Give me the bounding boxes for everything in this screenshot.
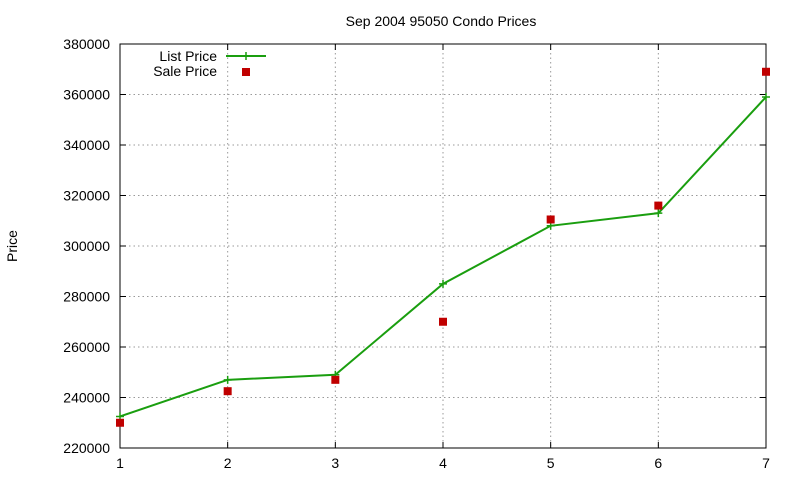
point-sale-price: [223, 387, 232, 396]
x-tick-labels: 1 2 3 4 5 6 7: [116, 455, 770, 471]
x-tick-label: 6: [654, 455, 662, 471]
point-sale-price: [116, 418, 124, 427]
grid: [120, 44, 766, 448]
y-tick-label: 240000: [63, 390, 110, 406]
x-tick-label: 1: [116, 455, 124, 471]
point-list-price: [439, 279, 447, 288]
y-tick-label: 280000: [63, 289, 110, 305]
point-list-price: [762, 93, 770, 102]
legend-marker-sale-price: [242, 68, 250, 76]
chart-title: Sep 2004 95050 Condo Prices: [346, 13, 537, 29]
y-tick-label: 300000: [63, 238, 110, 254]
x-tick-label: 4: [439, 455, 447, 471]
tick-marks: [119, 43, 767, 449]
point-sale-price: [439, 317, 447, 326]
x-tick-label: 7: [762, 455, 770, 471]
legend-marker-list-price: [242, 52, 250, 60]
y-tick-label: 340000: [63, 137, 110, 153]
point-sale-price: [762, 67, 770, 76]
legend: List Price Sale Price: [153, 48, 266, 79]
point-sale-price: [654, 201, 663, 210]
y-tick-labels: 220000 240000 260000 280000 300000 320000 3400…: [63, 36, 110, 456]
legend-label-sale-price: Sale Price: [153, 63, 217, 79]
point-list-price: [654, 209, 663, 218]
y-tick-label: 360000: [63, 87, 110, 103]
y-tick-label: 260000: [63, 339, 110, 355]
data-series: [116, 67, 770, 427]
point-list-price: [223, 375, 232, 384]
x-tick-label: 2: [224, 455, 232, 471]
x-tick-label: 5: [547, 455, 555, 471]
y-tick-label: 220000: [63, 440, 110, 456]
y-tick-label: 320000: [63, 188, 110, 204]
point-sale-price: [546, 215, 555, 224]
x-tick-label: 3: [331, 455, 339, 471]
legend-label-list-price: List Price: [159, 48, 217, 64]
point-sale-price: [331, 375, 340, 384]
y-tick-label: 380000: [63, 36, 110, 52]
y-axis-label: Price: [4, 230, 20, 262]
